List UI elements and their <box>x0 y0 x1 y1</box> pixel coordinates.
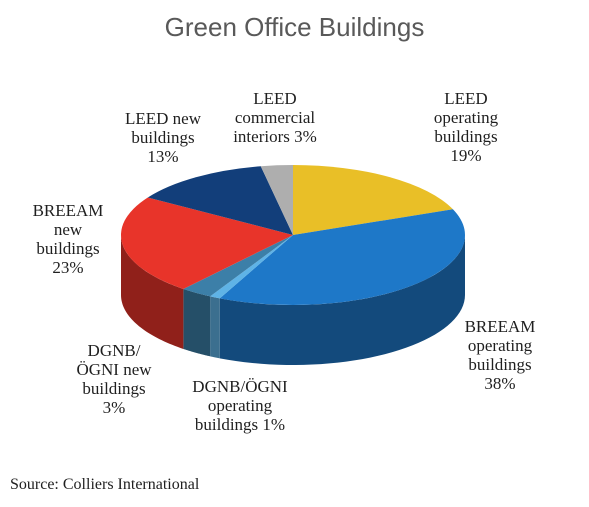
slice-labels: LEED operating buildings 19%BREEAM operating… <box>33 89 536 434</box>
slice-4 <box>120 197 293 289</box>
pie-slices <box>120 165 466 306</box>
slice-label-line: buildings <box>468 355 531 374</box>
slice-label-line: 19% <box>450 146 481 165</box>
slice-1 <box>219 209 466 306</box>
slice-2 <box>210 235 293 299</box>
slice-label-line: operating <box>434 108 499 127</box>
slice-label-3: DGNB/ÖGNI new buildings 3% <box>76 341 152 417</box>
slice-label-6: LEED commercial interiors 3% <box>233 89 317 146</box>
slice-label-line: operating <box>468 336 533 355</box>
slice-label-line: DGNB/ÖGNI <box>192 377 288 396</box>
slice-label-4: BREEAM new buildings 23% <box>33 201 104 277</box>
slice-label-line: buildings <box>36 239 99 258</box>
slice-label-0: LEED operating buildings 19% <box>434 89 499 165</box>
slice-5 <box>147 166 293 235</box>
slice-0 <box>293 165 453 235</box>
slice-label-2: DGNB/ÖGNI operating buildings 1% <box>192 377 288 434</box>
slice-label-line: new <box>54 220 83 239</box>
slice-label-line: buildings 1% <box>195 415 285 434</box>
slice-label-line: operating <box>208 396 273 415</box>
source-note: Source: Colliers International <box>10 476 200 493</box>
slice-label-line: LEED new <box>125 109 202 128</box>
slice-label-line: 38% <box>484 374 515 393</box>
slice-label-line: buildings <box>82 379 145 398</box>
slice-label-line: LEED <box>444 89 487 108</box>
slice-side-4 <box>121 235 184 349</box>
slice-label-line: LEED <box>253 89 296 108</box>
slice-label-line: interiors 3% <box>233 127 317 146</box>
slice-side-2 <box>210 296 220 359</box>
slice-label-line: buildings <box>131 128 194 147</box>
slice-side-1 <box>219 235 465 365</box>
slice-6 <box>260 165 293 235</box>
slice-label-line: BREEAM <box>465 317 536 336</box>
slice-label-line: ÖGNI new <box>76 360 152 379</box>
slice-3 <box>183 235 293 297</box>
slice-label-line: DGNB/ <box>88 341 141 360</box>
slice-label-line: buildings <box>434 127 497 146</box>
slice-label-line: 23% <box>52 258 83 277</box>
chart-title: Green Office Buildings <box>164 12 425 42</box>
slice-label-line: commercial <box>235 108 316 127</box>
slice-label-line: 13% <box>147 147 178 166</box>
slice-side-3 <box>183 288 211 357</box>
slice-label-5: LEED new buildings 13% <box>125 109 202 166</box>
slice-label-line: 3% <box>103 398 126 417</box>
slice-label-1: BREEAM operating buildings 38% <box>465 317 536 393</box>
slice-label-line: BREEAM <box>33 201 104 220</box>
pie-sides <box>121 235 465 365</box>
